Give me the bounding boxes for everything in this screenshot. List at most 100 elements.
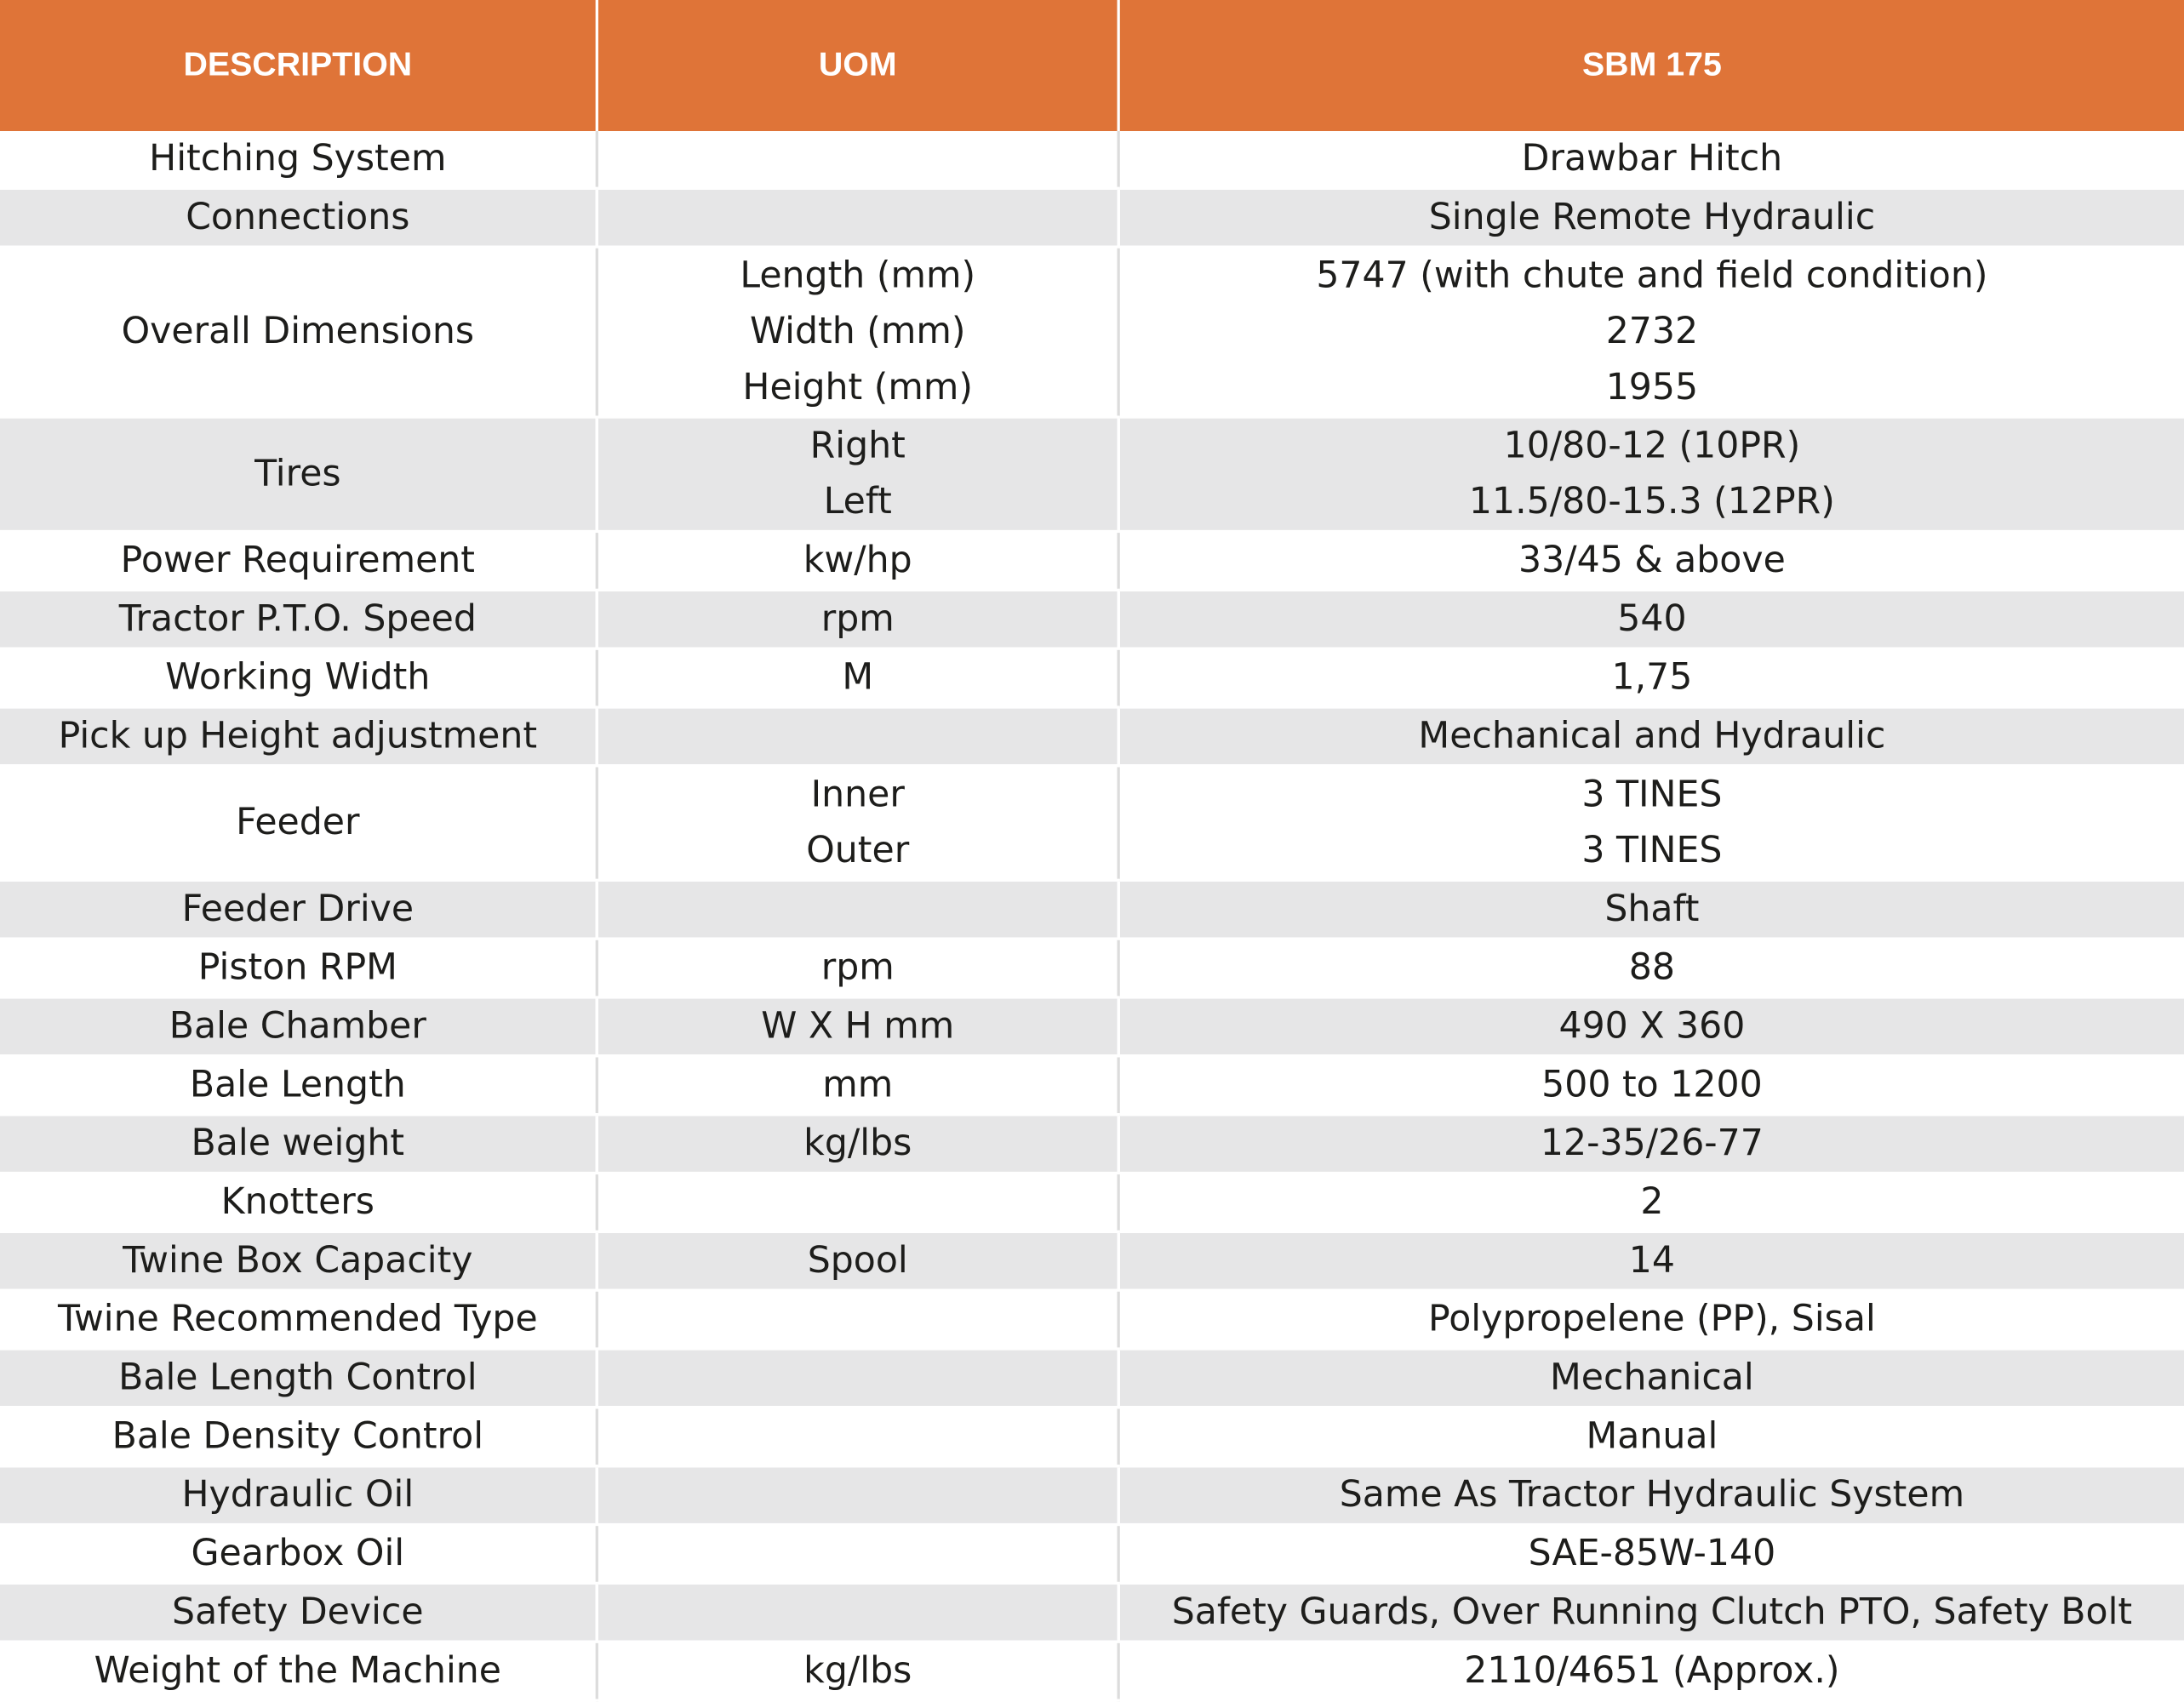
table-row: Piston RPM rpm 88 [0,939,2184,999]
cell-uom: kw/hp [597,531,1120,591]
cell-value-line: 500 to 1200 [1541,1064,1763,1106]
cell-value-line: 2 [1640,1181,1664,1224]
cell-value: Mechanical and Hydraulic [1118,707,2184,768]
cell-value: Drawbar Hitch [1118,131,2184,190]
cell-uom-line [598,1351,1116,1405]
cell-value: 33/45 & above [1118,531,2184,591]
cell-value-line: Single Remote Hydraulic [1428,197,1876,239]
cell-description: Bale Density Control [0,1407,598,1468]
cell-uom [597,707,1120,768]
cell-description: Hydraulic Oil [0,1465,598,1527]
cell-uom-line: Height (mm) [742,367,974,409]
table-row: Power Requirement kw/hp 33/45 & above [0,531,2184,591]
cell-uom-line [598,1467,1116,1522]
cell-description: Bale Length [0,1055,598,1117]
cell-uom-line: kg/lbs [803,1122,912,1165]
cell-uom: M [597,648,1120,709]
cell-value: 1,75 [1118,648,2184,709]
cell-uom: Inner Outer [597,765,1120,882]
cell-value-line: 540 [1617,598,1687,641]
cell-value: Manual [1118,1407,2184,1468]
cell-uom [597,1290,1120,1351]
cell-uom [597,1173,1120,1233]
cell-value-line: 33/45 & above [1518,540,1786,582]
cell-value-line: 1955 [1605,367,1699,409]
table-row: Hydraulic Oil Same As Tractor Hydraulic S… [0,1465,2184,1527]
table-row: Hitching System Drawbar Hitch [0,131,2184,190]
cell-value: Shaft [1118,880,2184,940]
cell-value-line: Drawbar Hitch [1521,138,1783,180]
cell-uom: rpm [597,939,1120,999]
table-row: Safety Device Safety Guards, Over Running… [0,1583,2184,1643]
cell-value-line: 1,75 [1611,657,1693,700]
cell-uom-line [598,1526,1116,1580]
cell-value: 10/80-12 (10PR) 11.5/80-15.3 (12PR) [1118,417,2184,534]
cell-description: Power Requirement [0,531,598,591]
cell-value: Single Remote Hydraulic [1118,188,2184,248]
table-row: Bale Chamber W X H mm 490 X 360 [0,997,2184,1058]
cell-uom [597,1524,1120,1585]
cell-uom-line: kg/lbs [803,1650,912,1693]
cell-uom [597,1349,1120,1409]
cell-uom-line: Outer [806,830,910,872]
cell-description: Feeder Drive [0,880,598,940]
cell-description: Tires [0,417,598,534]
cell-value: SAE-85W-140 [1118,1524,2184,1585]
cell-value: 3 TINES 3 TINES [1118,765,2184,882]
header-uom: UOM [597,0,1120,132]
cell-uom [597,1583,1120,1643]
table-row: Bale Length mm 500 to 1200 [0,1055,2184,1117]
cell-value: 12-35/26-77 [1118,1114,2184,1175]
cell-value-line: SAE-85W-140 [1528,1533,1776,1575]
cell-uom [597,131,1120,190]
cell-uom [597,188,1120,248]
table-row: Pick up Height adjustment Mechanical and … [0,707,2184,768]
table-row: Tires Right Left 10/80-12 (10PR) 11.5/80-15.… [0,417,2184,534]
cell-description: Bale Length Control [0,1349,598,1409]
cell-description: Gearbox Oil [0,1524,598,1585]
cell-uom-line: Width (mm) [749,311,966,353]
cell-value-line: 2732 [1605,311,1699,353]
cell-description: Bale weight [0,1114,598,1175]
cell-value: Safety Guards, Over Running Clutch PTO, … [1118,1583,2184,1643]
cell-description: Hitching System [0,131,598,190]
cell-description: Bale Chamber [0,997,598,1058]
cell-description: Overall Dimensions [0,247,598,419]
cell-value: 14 [1118,1231,2184,1292]
cell-description: Weight of the Machine [0,1642,598,1702]
cell-uom [597,1465,1120,1527]
cell-value: 540 [1118,590,2184,650]
header-row: DESCRIPTION UOM SBM 175 [0,0,2184,132]
cell-uom-line: Right [809,425,906,468]
cell-value: 490 X 360 [1118,997,2184,1058]
table-row: Working Width M 1,75 [0,648,2184,709]
cell-description: Tractor P.T.O. Speed [0,590,598,650]
cell-uom-line: Length (mm) [740,254,976,298]
cell-value-line: 3 TINES [1581,830,1723,872]
cell-description: Knotters [0,1173,598,1233]
cell-uom-line [598,1174,1116,1229]
cell-uom: Spool [597,1231,1120,1292]
cell-uom [597,1407,1120,1468]
cell-value-line: 2110/4651 (Approx.) [1464,1650,1840,1693]
cell-uom-line: rpm [820,598,895,641]
cell-description: Pick up Height adjustment [0,707,598,768]
table-row: Feeder Drive Shaft [0,880,2184,940]
cell-value-line: Shaft [1604,888,1700,931]
cell-value-line: Same As Tractor Hydraulic System [1339,1474,1965,1516]
cell-description: Twine Recommended Type [0,1290,598,1351]
cell-uom-line: Inner [810,774,905,816]
table-row: Connections Single Remote Hydraulic [0,188,2184,248]
cell-value-line: 12-35/26-77 [1540,1122,1764,1165]
table-row: Weight of the Machine kg/lbs 2110/4651 (Ap… [0,1642,2184,1702]
table-header: DESCRIPTION UOM SBM 175 [0,0,2184,132]
cell-uom-line: rpm [820,946,895,990]
table-row: Feeder Inner Outer 3 TINES 3 TINES [0,765,2184,882]
cell-uom: Right Left [597,417,1120,534]
cell-uom-line: W X H mm [761,1005,955,1048]
cell-value: Same As Tractor Hydraulic System [1118,1465,2184,1527]
cell-value-line: 3 TINES [1581,774,1723,816]
cell-uom: mm [597,1055,1120,1117]
